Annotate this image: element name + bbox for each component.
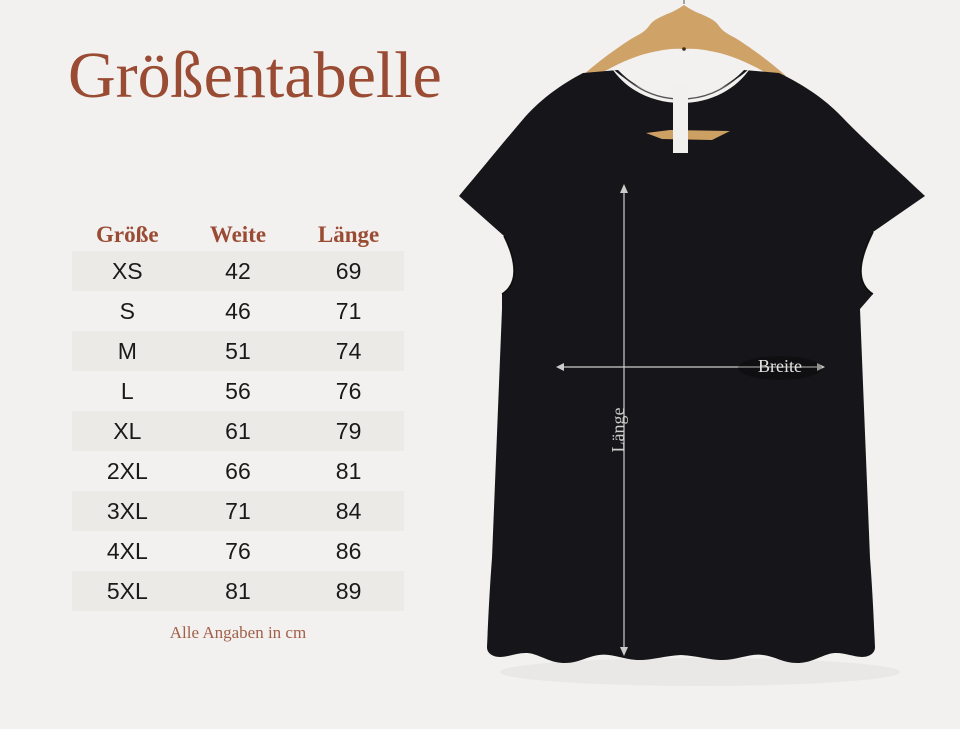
svg-text:Länge: Länge [608, 408, 628, 453]
svg-text:Breite: Breite [758, 356, 802, 376]
